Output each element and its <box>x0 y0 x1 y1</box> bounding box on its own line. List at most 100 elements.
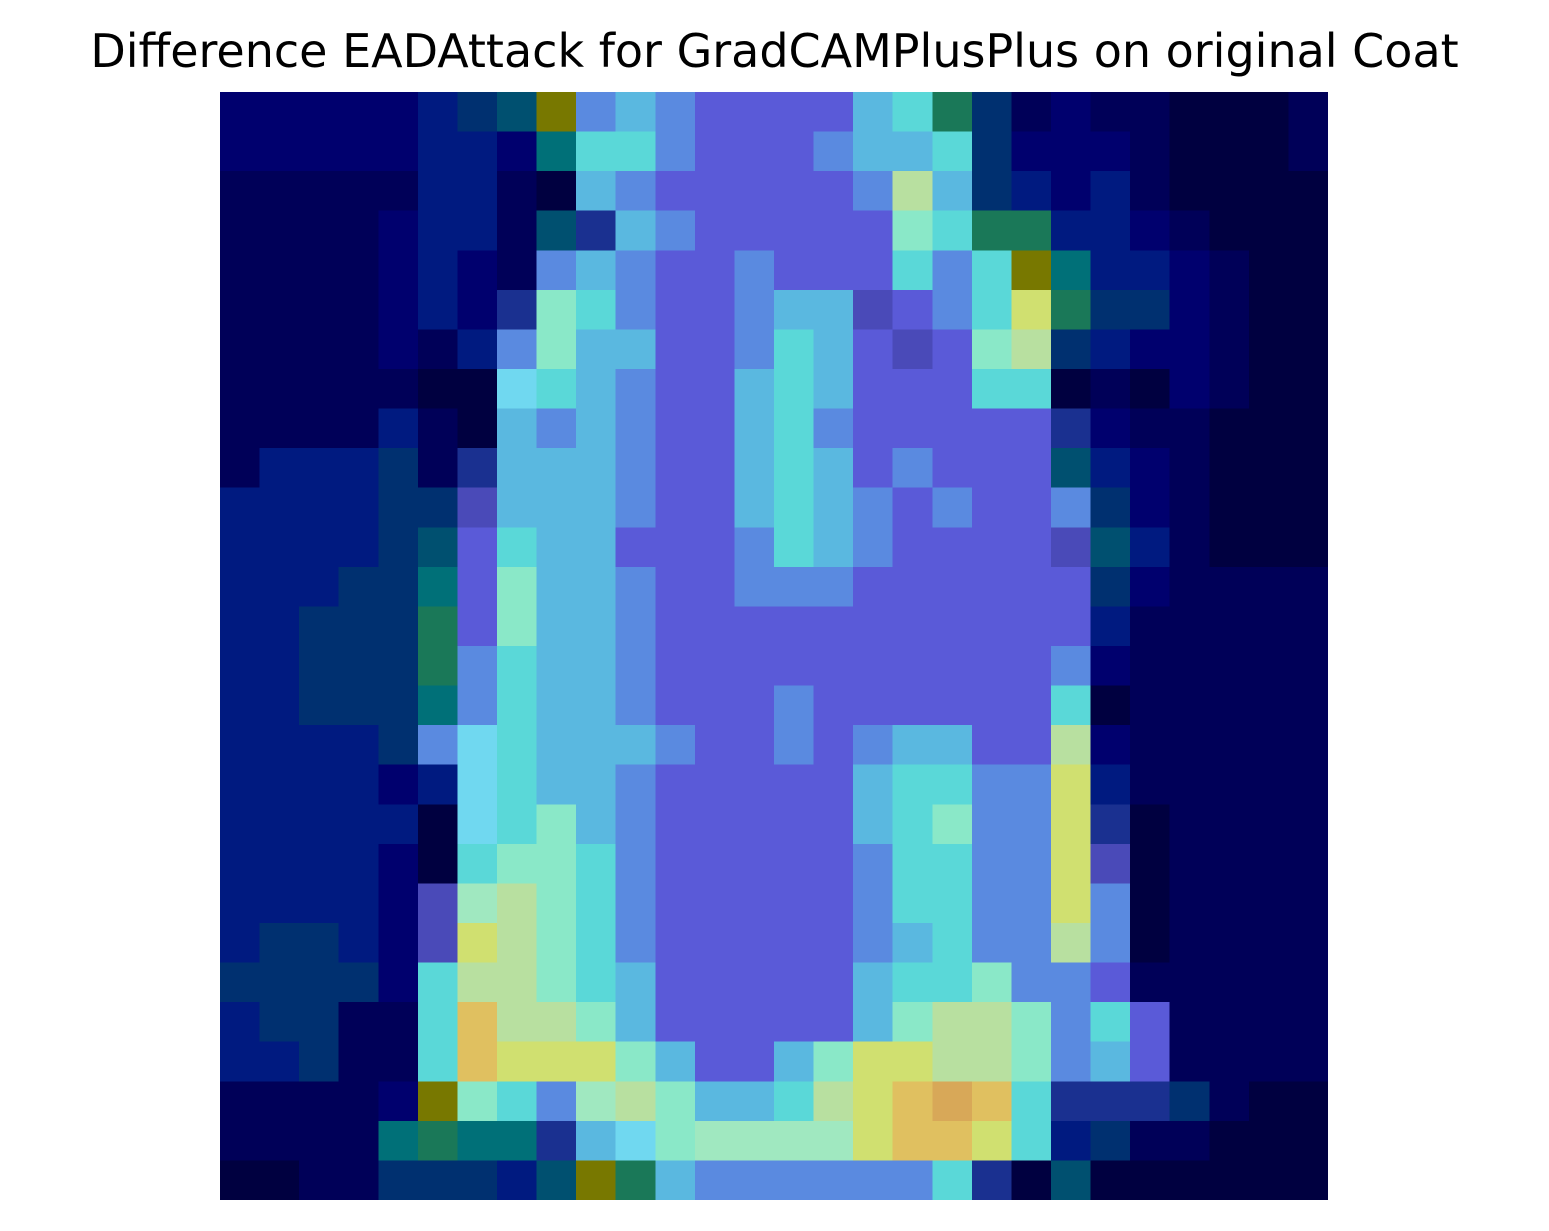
heatmap-cell <box>1248 1081 1290 1122</box>
heatmap-cell <box>971 92 1013 133</box>
heatmap-cell <box>1011 131 1052 172</box>
heatmap-cell <box>774 804 815 845</box>
heatmap-cell <box>1090 923 1131 964</box>
heatmap-cell <box>734 1120 775 1162</box>
heatmap-cell <box>892 804 934 845</box>
heatmap-cell <box>1169 646 1211 687</box>
heatmap-cell <box>299 289 340 331</box>
heatmap-cell <box>1011 289 1052 331</box>
heatmap-cell <box>1011 487 1052 529</box>
heatmap-cell <box>1130 527 1171 568</box>
heatmap-cell <box>774 329 815 370</box>
heatmap-cell <box>1130 210 1171 252</box>
heatmap-cell <box>1169 1120 1211 1162</box>
heatmap-cell <box>1011 250 1052 291</box>
heatmap-cell <box>1130 1081 1171 1122</box>
heatmap-cell <box>1288 329 1328 370</box>
heatmap-cell <box>299 646 340 687</box>
heatmap-cell <box>299 685 340 726</box>
heatmap-cell <box>220 131 261 172</box>
heatmap-cell <box>1130 289 1171 331</box>
heatmap-cell <box>378 1160 419 1200</box>
heatmap-cell <box>971 1160 1013 1200</box>
heatmap-cell <box>1169 408 1211 449</box>
heatmap-cell <box>615 448 657 489</box>
heatmap-cell <box>1011 527 1052 568</box>
heatmap-cell <box>417 289 459 331</box>
heatmap-cell <box>378 606 419 647</box>
heatmap-cell <box>971 725 1013 766</box>
heatmap-cell <box>1130 92 1171 133</box>
heatmap-cell <box>378 764 419 806</box>
heatmap-cell <box>1288 685 1328 726</box>
heatmap-cell <box>536 883 577 924</box>
heatmap-cell <box>734 408 775 449</box>
heatmap-cell <box>1090 527 1131 568</box>
heatmap-cell <box>932 92 973 133</box>
heatmap-cell <box>932 566 973 608</box>
heatmap-cell <box>417 883 459 924</box>
heatmap-cell <box>497 131 538 172</box>
heatmap-cell <box>417 92 459 133</box>
heatmap-cell <box>576 646 617 687</box>
heatmap-cell <box>971 566 1013 608</box>
heatmap-cell <box>932 1120 973 1162</box>
heatmap-cell <box>338 566 380 608</box>
heatmap-cell <box>655 804 696 845</box>
heatmap-cell <box>457 289 498 331</box>
heatmap-cell <box>774 131 815 172</box>
heatmap-cell <box>1288 1002 1328 1043</box>
heatmap-cell <box>774 685 815 726</box>
heatmap-cell <box>417 210 459 252</box>
heatmap-cell <box>1011 329 1052 370</box>
heatmap-cell <box>417 764 459 806</box>
heatmap-cell <box>774 250 815 291</box>
heatmap-cell <box>1130 843 1171 885</box>
heatmap-cell <box>299 408 340 449</box>
heatmap-cell <box>774 210 815 252</box>
heatmap-cell <box>259 171 300 212</box>
heatmap-cell <box>497 1002 538 1043</box>
heatmap-cell <box>1169 527 1211 568</box>
heatmap-cell <box>853 962 894 1003</box>
heatmap-cell <box>497 962 538 1003</box>
heatmap-cell <box>338 962 380 1003</box>
heatmap-cell <box>1169 131 1211 172</box>
heatmap-cell <box>655 369 696 410</box>
heatmap-cell <box>536 1081 577 1122</box>
heatmap-cell <box>1169 1160 1211 1200</box>
heatmap-cell <box>734 1081 775 1122</box>
heatmap-cell <box>734 92 775 133</box>
heatmap-cell <box>338 408 380 449</box>
heatmap-cell <box>1011 1041 1052 1083</box>
heatmap-cell <box>615 606 657 647</box>
heatmap-cell <box>1051 606 1092 647</box>
heatmap-cell <box>417 250 459 291</box>
heatmap-cell <box>576 1160 617 1200</box>
heatmap-cell <box>378 962 419 1003</box>
heatmap-cell <box>576 725 617 766</box>
heatmap-cell <box>1090 369 1131 410</box>
heatmap-cell <box>1209 448 1250 489</box>
heatmap-cell <box>615 131 657 172</box>
heatmap-cell <box>1051 843 1092 885</box>
heatmap-cell <box>576 804 617 845</box>
heatmap-cell <box>971 923 1013 964</box>
heatmap-cell <box>1209 566 1250 608</box>
heatmap-cell <box>536 1160 577 1200</box>
heatmap-cell <box>417 962 459 1003</box>
heatmap-cell <box>655 606 696 647</box>
heatmap-cell <box>892 685 934 726</box>
heatmap-cell <box>378 131 419 172</box>
heatmap-cell <box>259 725 300 766</box>
heatmap-cell <box>892 764 934 806</box>
heatmap-cell <box>457 923 498 964</box>
heatmap-cell <box>1248 725 1290 766</box>
heatmap-cell <box>774 764 815 806</box>
heatmap-cell <box>1090 764 1131 806</box>
heatmap-cell <box>220 1002 261 1043</box>
heatmap-cell <box>734 487 775 529</box>
heatmap-cell <box>1011 685 1052 726</box>
chart-title: Difference EADAttack for GradCAMPlusPlus… <box>90 24 1459 78</box>
heatmap-cell <box>694 646 736 687</box>
